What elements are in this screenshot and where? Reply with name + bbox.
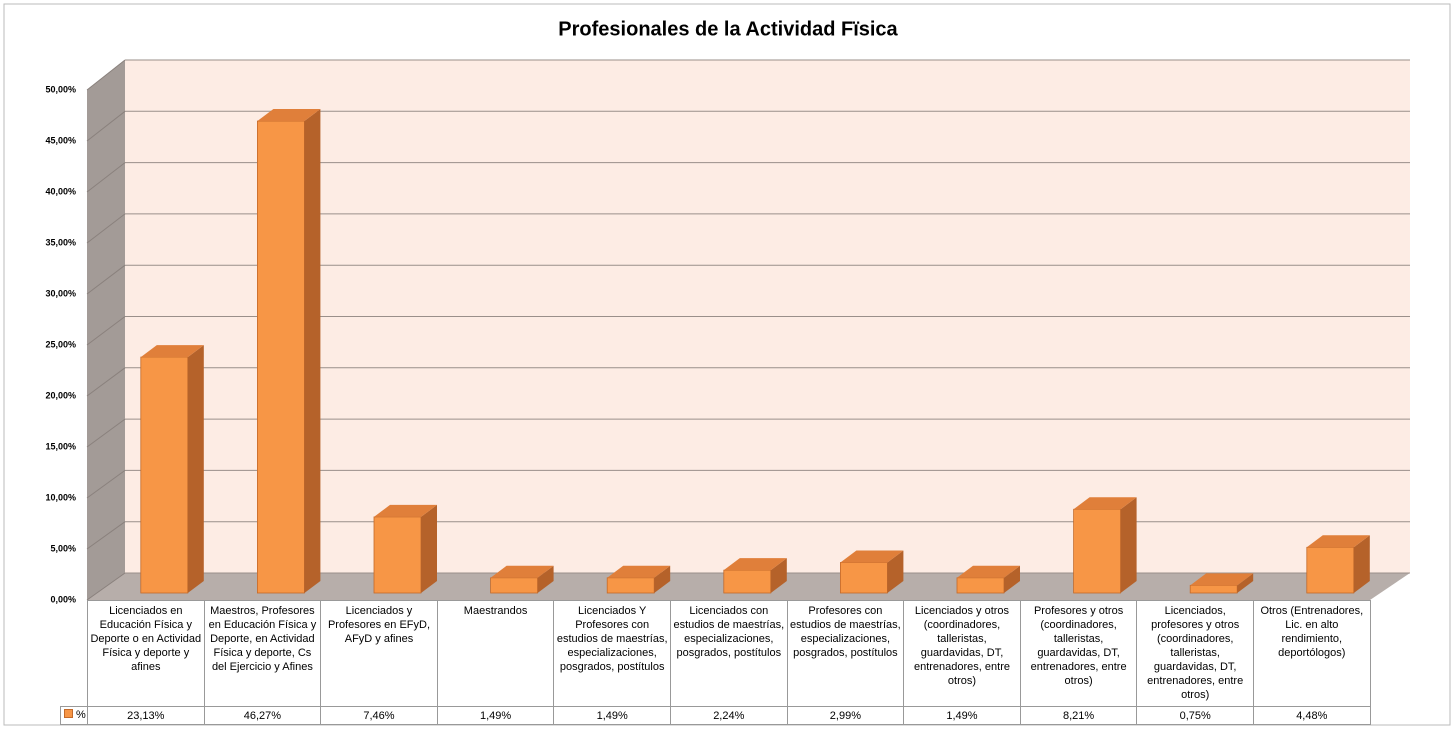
chart-title: Profesionales de la Actividad Fïsica bbox=[558, 18, 898, 40]
bar bbox=[1189, 584, 1238, 594]
category-cell: Licenciados en Educación Física y Deport… bbox=[87, 600, 205, 707]
value-cell: 2,99% bbox=[786, 706, 905, 725]
y-tick-label: 45,00% bbox=[45, 135, 76, 145]
value-cell: 23,13% bbox=[87, 706, 205, 725]
category-cell: Licenciados y otros (coordinadores, tall… bbox=[903, 600, 1021, 707]
grid-line-side bbox=[86, 367, 126, 397]
value-cell: 1,49% bbox=[903, 706, 1021, 725]
bar bbox=[1073, 508, 1121, 594]
value-cell: 7,46% bbox=[320, 706, 438, 725]
category-cell: Profesores con estudios de maestrías, es… bbox=[786, 600, 905, 707]
y-tick-label: 35,00% bbox=[45, 237, 76, 247]
y-tick-label: 50,00% bbox=[45, 84, 76, 94]
legend-swatch bbox=[64, 709, 73, 718]
y-tick-label: 20,00% bbox=[45, 390, 76, 400]
bar-side bbox=[537, 565, 554, 593]
bar-top bbox=[957, 565, 1020, 578]
bar-side bbox=[1004, 565, 1020, 593]
bar-top bbox=[607, 565, 671, 578]
grid-line-side bbox=[86, 316, 126, 346]
category-cell: Licenciados y Profesores en EFyD, AFyD y… bbox=[320, 600, 438, 707]
y-tick-label: 5,00% bbox=[50, 543, 76, 553]
bar-side bbox=[770, 558, 787, 593]
bar-side bbox=[421, 504, 437, 593]
bar-top bbox=[1073, 497, 1137, 510]
bar bbox=[1306, 546, 1355, 594]
category-cell: Licenciados, profesores y otros (coordin… bbox=[1136, 600, 1254, 707]
bar-side bbox=[887, 550, 904, 593]
bar bbox=[490, 577, 539, 594]
grid-line-side bbox=[86, 469, 126, 499]
bar bbox=[956, 577, 1005, 594]
grid-line-side bbox=[86, 264, 126, 295]
value-cell: 1,49% bbox=[436, 706, 555, 725]
bar bbox=[256, 120, 305, 594]
bar-side bbox=[654, 565, 671, 593]
bar-top bbox=[140, 345, 204, 358]
value-cell: 1,49% bbox=[553, 706, 671, 725]
category-cell: Profesores y otros (coordinadores, talle… bbox=[1019, 600, 1138, 707]
bar-top bbox=[257, 109, 321, 122]
bar bbox=[373, 516, 422, 594]
value-cell: 4,48% bbox=[1253, 706, 1371, 725]
bar-side bbox=[187, 345, 204, 593]
legend-label: % bbox=[76, 709, 86, 721]
y-tick-label: 30,00% bbox=[45, 288, 76, 298]
side-wall bbox=[87, 60, 125, 600]
value-cell: 2,24% bbox=[670, 706, 788, 725]
bar-side bbox=[1120, 497, 1137, 593]
bar-side bbox=[1237, 573, 1254, 593]
y-tick-label: 0,00% bbox=[50, 594, 76, 604]
category-cell: Licenciados Y Profesores con estudios de… bbox=[553, 600, 671, 707]
bar bbox=[723, 569, 772, 594]
category-cell: Maestros, Profesores en Educación Física… bbox=[203, 600, 322, 707]
category-cell: Licenciados con estudios de maestrías, e… bbox=[670, 600, 788, 707]
bar-side bbox=[1353, 535, 1370, 593]
bar-top bbox=[1306, 535, 1370, 548]
bar bbox=[840, 562, 888, 594]
grid-line-side bbox=[86, 521, 126, 550]
bar-top bbox=[374, 504, 437, 517]
grid-line-side bbox=[86, 572, 126, 601]
bar-side bbox=[304, 109, 321, 594]
y-tick-label: 40,00% bbox=[45, 186, 76, 196]
grid-line-side bbox=[86, 418, 126, 448]
value-cell: 46,27% bbox=[203, 706, 322, 725]
y-tick-label: 15,00% bbox=[45, 441, 76, 451]
bar bbox=[140, 356, 189, 594]
category-cell: Otros (Entrenadores, Lic. en alto rendim… bbox=[1253, 600, 1371, 707]
bar-top bbox=[1190, 573, 1254, 586]
grid-line-side bbox=[86, 59, 126, 91]
category-cell: Maestrandos bbox=[436, 600, 555, 707]
y-tick-label: 10,00% bbox=[45, 492, 76, 502]
grid-line-side bbox=[86, 213, 126, 244]
bar-top bbox=[490, 565, 554, 578]
y-tick-label: 25,00% bbox=[45, 339, 76, 349]
bar bbox=[606, 577, 655, 594]
bar-top bbox=[723, 558, 787, 571]
value-cell: 8,21% bbox=[1019, 706, 1138, 725]
legend-cell: % bbox=[60, 706, 88, 725]
grid-line-side bbox=[86, 110, 126, 142]
value-cell: 0,75% bbox=[1136, 706, 1254, 725]
grid-line-side bbox=[86, 162, 126, 193]
bar-top bbox=[840, 550, 904, 563]
